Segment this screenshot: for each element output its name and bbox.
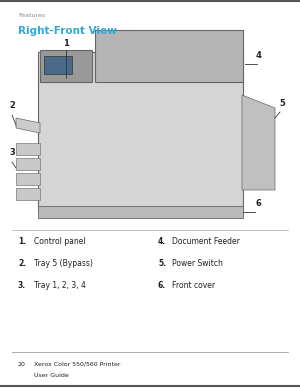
Text: Right-Front View: Right-Front View [18,26,117,36]
Text: Tray 1, 2, 3, 4: Tray 1, 2, 3, 4 [34,282,86,291]
Text: 1: 1 [63,39,69,48]
Bar [16,158,40,170]
Text: 3: 3 [9,148,15,157]
Text: 2: 2 [9,101,15,110]
Bar [40,50,92,82]
Text: Document Feeder: Document Feeder [172,237,240,246]
Text: Features: Features [18,13,45,18]
Text: User Guide: User Guide [34,373,69,378]
Text: 4: 4 [255,51,261,60]
Bar [95,30,243,82]
Bar [38,52,243,210]
Text: Power Switch: Power Switch [172,260,223,268]
Polygon shape [16,118,40,133]
Bar [44,56,72,74]
Polygon shape [242,95,275,190]
Text: 6.: 6. [158,282,166,291]
Text: 20: 20 [18,362,26,367]
Bar [38,206,243,218]
Text: Tray 5 (Bypass): Tray 5 (Bypass) [34,260,93,268]
Text: 1.: 1. [18,237,26,246]
Text: Front cover: Front cover [172,282,215,291]
Bar [16,188,40,200]
Text: 6: 6 [255,199,261,208]
Bar [16,173,40,185]
Text: Xerox Color 550/560 Printer: Xerox Color 550/560 Printer [34,362,121,367]
Text: Control panel: Control panel [34,237,86,246]
Text: 5.: 5. [158,260,166,268]
Text: 3.: 3. [18,282,26,291]
Bar [16,143,40,155]
Text: 2.: 2. [18,260,26,268]
Text: 5: 5 [279,99,285,108]
Text: 4.: 4. [158,237,166,246]
